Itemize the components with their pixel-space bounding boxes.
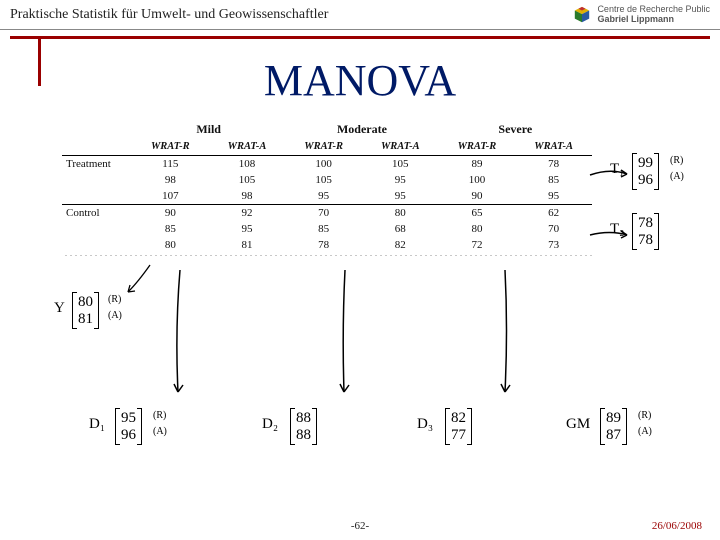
arrow-d1	[165, 270, 195, 400]
col-mod-r: WRAT-R	[285, 139, 362, 156]
table-cell: 82	[362, 237, 439, 253]
table-cell: 107	[132, 188, 209, 205]
table-cell: 98	[132, 172, 209, 188]
table-cell: 80	[439, 221, 516, 237]
annot-t2: T₂ 78 78	[632, 215, 659, 249]
table-cell: 78	[515, 156, 592, 173]
institute-line2: Gabriel Lippmann	[597, 14, 674, 24]
table-cell: 85	[515, 172, 592, 188]
table-cell: 70	[515, 221, 592, 237]
table-cell: 62	[515, 205, 592, 222]
table-cell: 105	[209, 172, 286, 188]
slide-date: 26/06/2008	[652, 520, 702, 532]
table-row: 808178827273	[62, 237, 592, 253]
slide-header: Praktische Statistik für Umwelt- und Geo…	[0, 0, 720, 30]
table-cell: 80	[362, 205, 439, 222]
table-break-rule	[62, 253, 592, 259]
annot-y: Y 80 81 (R) (A)	[72, 294, 99, 328]
col-mod-a: WRAT-A	[362, 139, 439, 156]
table-cell: 95	[285, 188, 362, 205]
table-cell: 68	[362, 221, 439, 237]
table-cell: 90	[439, 188, 516, 205]
table-cell: 90	[132, 205, 209, 222]
row-label	[62, 237, 132, 253]
table-cell: 95	[362, 188, 439, 205]
table-row: 1079895959095	[62, 188, 592, 205]
institute-line1: Centre de Recherche Public	[597, 4, 710, 14]
row-label: Treatment	[62, 156, 132, 173]
table-cell: 85	[132, 221, 209, 237]
table-cell: 115	[132, 156, 209, 173]
col-sev-a: WRAT-A	[515, 139, 592, 156]
table-cell: 70	[285, 205, 362, 222]
table-row: Control909270806562	[62, 205, 592, 222]
table-cell: 100	[285, 156, 362, 173]
group-mild: Mild	[132, 120, 285, 139]
table-cell: 98	[209, 188, 286, 205]
annot-gm: GM 89 87 (R) (A)	[600, 410, 627, 444]
table-cell: 65	[439, 205, 516, 222]
row-label: Control	[62, 205, 132, 222]
annot-d1: D₁ 95 96 (R) (A)	[115, 410, 142, 444]
table-cell: 100	[439, 172, 516, 188]
data-table: Mild Moderate Severe WRAT-R WRAT-A WRAT-…	[62, 120, 592, 259]
table-row: 981051059510085	[62, 172, 592, 188]
col-mild-a: WRAT-A	[209, 139, 286, 156]
table-cell: 89	[439, 156, 516, 173]
table-cell: 105	[285, 172, 362, 188]
table-cell: 81	[209, 237, 286, 253]
table-cell: 108	[209, 156, 286, 173]
group-moderate: Moderate	[285, 120, 438, 139]
table-cell: 73	[515, 237, 592, 253]
table-cell: 85	[285, 221, 362, 237]
table-cell: 105	[362, 156, 439, 173]
table-cell: 92	[209, 205, 286, 222]
table-cell: 95	[362, 172, 439, 188]
course-title: Praktische Statistik für Umwelt- und Geo…	[10, 7, 328, 23]
institute-block: Centre de Recherche Public Gabriel Lippm…	[573, 5, 710, 25]
table-cell: 95	[515, 188, 592, 205]
page-number: -62-	[0, 520, 720, 532]
table-row: 859585688070	[62, 221, 592, 237]
group-severe: Severe	[439, 120, 592, 139]
slide-title: MANOVA	[0, 55, 720, 106]
table-row: Treatment1151081001058978	[62, 156, 592, 173]
arrow-y	[120, 260, 160, 300]
arrow-d3	[490, 270, 520, 400]
row-label	[62, 188, 132, 205]
col-sev-r: WRAT-R	[439, 139, 516, 156]
accent-rule	[10, 36, 710, 39]
table-cell: 72	[439, 237, 516, 253]
annot-d3: D₃ 82 77	[445, 410, 472, 444]
arrow-d2	[330, 270, 360, 400]
logo-icon	[573, 6, 591, 24]
col-mild-r: WRAT-R	[132, 139, 209, 156]
table-cell: 78	[285, 237, 362, 253]
row-label	[62, 221, 132, 237]
institute-text: Centre de Recherche Public Gabriel Lippm…	[597, 5, 710, 25]
row-label	[62, 172, 132, 188]
table-cell: 95	[209, 221, 286, 237]
annot-t1: T₁ 99 96 (R) (A)	[632, 155, 659, 189]
table-cell: 80	[132, 237, 209, 253]
annot-d2: D₂ 88 88	[290, 410, 317, 444]
